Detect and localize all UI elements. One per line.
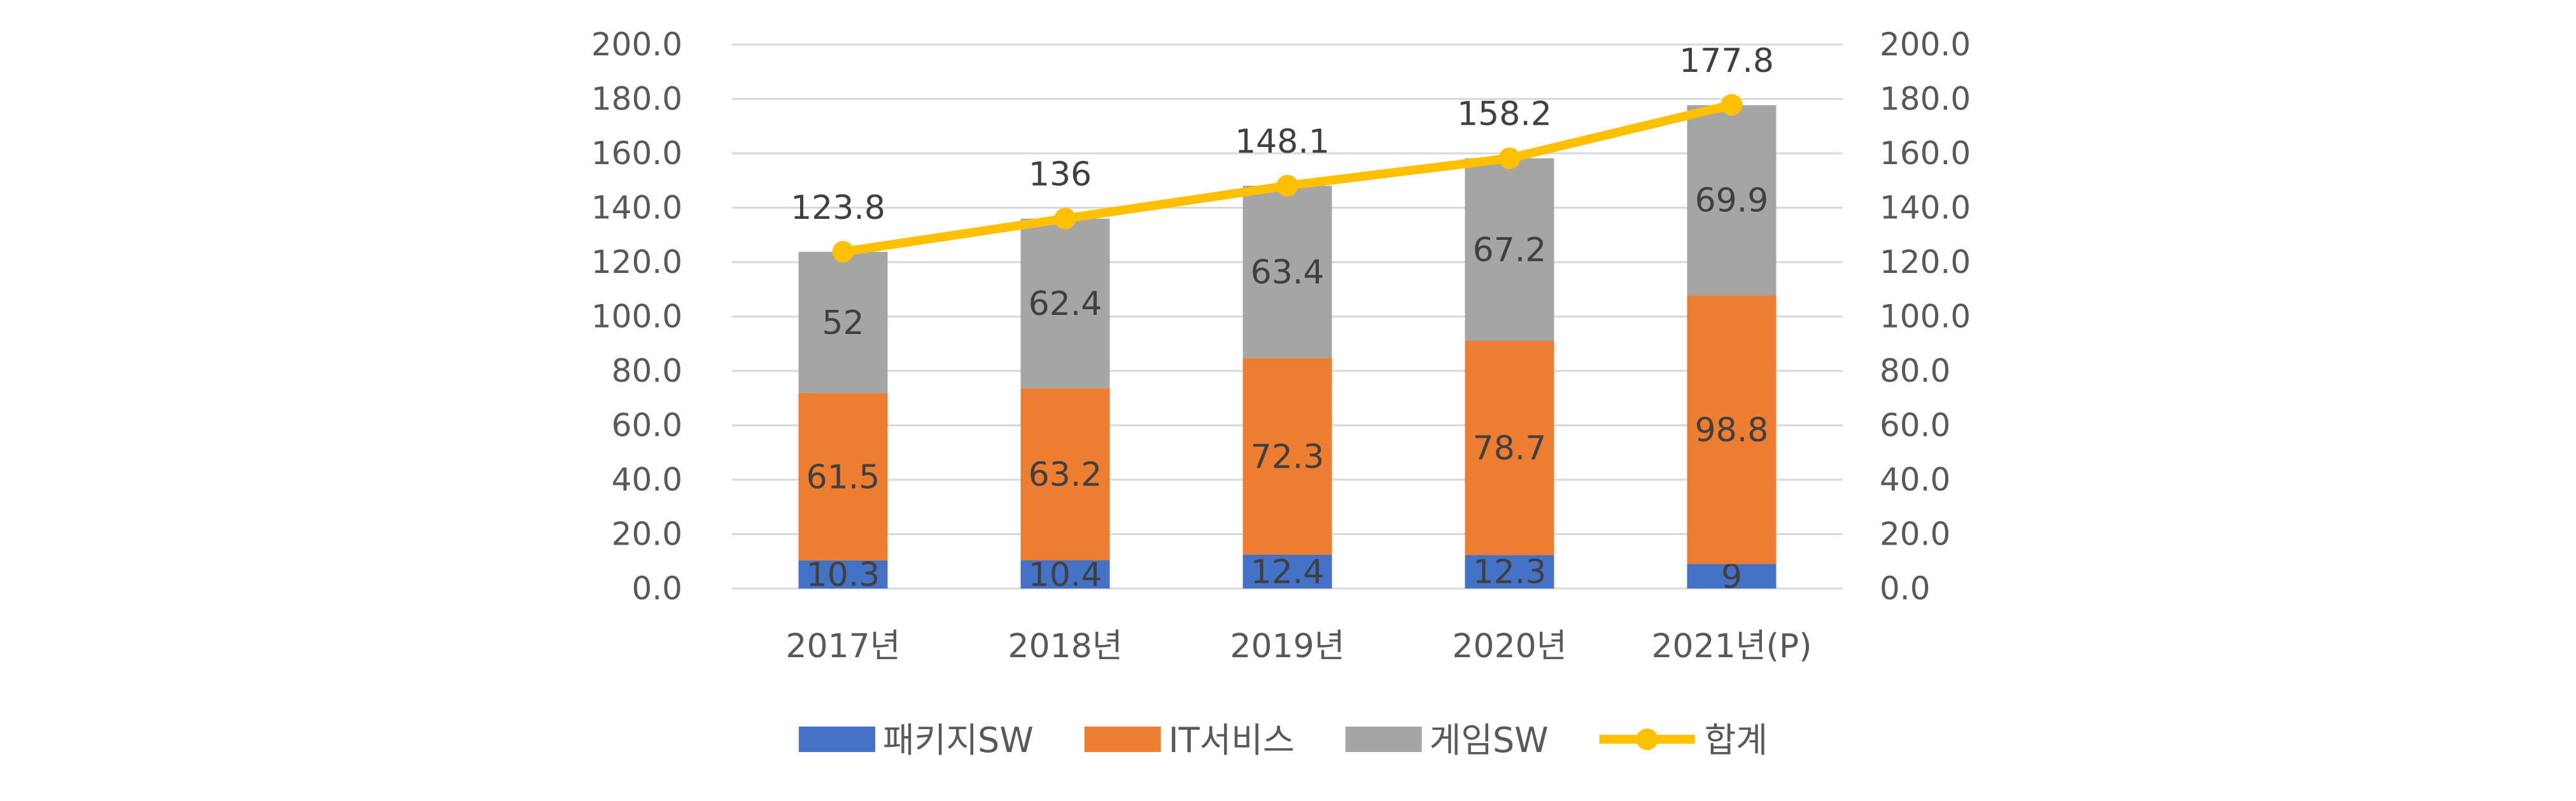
secondary-y-tick-label: 0.0 — [1880, 570, 1931, 607]
y-tick-label: 80.0 — [612, 352, 682, 389]
secondary-y-tick-label: 120.0 — [1880, 244, 1971, 281]
total-data-label: 158.2 — [1457, 95, 1552, 134]
secondary-y-tick-label: 40.0 — [1880, 461, 1950, 498]
x-tick-label: 2021년(P) — [1651, 627, 1812, 665]
bar-data-label: 72.3 — [1251, 438, 1325, 476]
x-tick-label: 2017년 — [785, 627, 900, 665]
legend-label: 합계 — [1705, 720, 1768, 760]
secondary-y-tick-label: 80.0 — [1880, 352, 1950, 389]
bar-segment — [1687, 295, 1777, 564]
line-point — [832, 240, 854, 263]
total-data-label: 123.8 — [791, 189, 885, 227]
bar-segment — [798, 560, 888, 589]
bar-segment — [1020, 388, 1110, 561]
legend-swatch — [1345, 727, 1422, 752]
secondary-y-tick-label: 60.0 — [1880, 407, 1950, 444]
bar-data-label: 10.3 — [806, 556, 880, 594]
y-tick-label: 20.0 — [612, 516, 682, 553]
bar-segment — [1687, 564, 1777, 589]
line-point — [1054, 207, 1076, 230]
bar-data-label: 12.3 — [1473, 554, 1547, 592]
y-tick-label: 100.0 — [591, 298, 682, 335]
line-point — [1276, 174, 1299, 197]
x-tick-label: 2019년 — [1230, 627, 1344, 665]
legend-marker — [1636, 728, 1658, 750]
line-series: 123.8 136 148.1 158.2 177.8 — [791, 42, 1774, 263]
legend-label: 패키지SW — [883, 720, 1034, 760]
bar-data-label: 12.4 — [1251, 553, 1325, 591]
secondary-y-tick-label: 200.0 — [1880, 26, 1971, 63]
x-tick-label: 2020년 — [1452, 627, 1566, 665]
secondary-y-tick-label: 140.0 — [1880, 190, 1971, 226]
bar-segment — [1687, 105, 1777, 296]
y-tick-label: 160.0 — [591, 135, 682, 172]
bar-data-label: 62.4 — [1029, 285, 1102, 323]
y-tick-label: 140.0 — [591, 190, 682, 226]
y-axis-right: 0.0 20.0 40.0 60.0 80.0 100.0 120.0 140.0 160.0 1… — [1880, 26, 1971, 607]
line-point — [1721, 94, 1743, 116]
bar-segment — [798, 251, 888, 394]
bar-data-label: 98.8 — [1695, 411, 1769, 449]
bar-segment — [1020, 218, 1110, 389]
y-tick-label: 200.0 — [591, 26, 682, 63]
y-tick-label: 40.0 — [612, 461, 682, 498]
secondary-y-tick-label: 180.0 — [1880, 81, 1971, 118]
bar-segment — [1242, 358, 1332, 555]
secondary-y-tick-label: 100.0 — [1880, 298, 1971, 335]
secondary-y-tick-label: 160.0 — [1880, 135, 1971, 172]
bar-data-label: 69.9 — [1695, 182, 1769, 220]
y-tick-label: 60.0 — [612, 407, 682, 444]
bar-segment — [798, 393, 888, 561]
y-tick-label: 120.0 — [591, 244, 682, 281]
bar-data-label: 67.2 — [1473, 231, 1547, 269]
legend-swatch — [1084, 727, 1161, 752]
legend-label: IT서비스 — [1169, 720, 1295, 760]
bar-data-label: 63.4 — [1251, 253, 1325, 291]
x-tick-label: 2018년 — [1008, 627, 1122, 665]
line-point — [1498, 147, 1521, 169]
bar-segment — [1465, 555, 1554, 589]
bar-segment — [1465, 158, 1554, 341]
bar-segment — [1242, 554, 1332, 589]
total-data-label: 177.8 — [1679, 42, 1774, 80]
bar-data-label: 78.7 — [1473, 429, 1547, 468]
secondary-y-tick-label: 20.0 — [1880, 516, 1950, 553]
bar-segment — [1020, 560, 1110, 589]
y-tick-label: 180.0 — [591, 81, 682, 118]
bar-segment — [1465, 340, 1554, 555]
bar-data-label: 61.5 — [806, 459, 880, 497]
bar-data-label: 10.4 — [1029, 556, 1102, 594]
y-tick-label: 0.0 — [631, 570, 682, 607]
bar-segment — [1242, 185, 1332, 358]
bar-data-label: 63.2 — [1029, 456, 1102, 494]
legend: 패키지SW IT서비스 게임SW 합계 — [799, 720, 1768, 760]
y-axis-left: 0.0 20.0 40.0 60.0 80.0 100.0 120.0 140.0 160.0 1… — [591, 26, 682, 607]
legend-swatch — [799, 727, 875, 752]
total-data-label: 148.1 — [1235, 123, 1330, 161]
x-axis: 2017년 2018년 2019년 2020년 2021년(P) — [785, 627, 1812, 665]
bar-series: 10.3 61.5 52 10.4 63.2 62.4 12.4 72.3 63.4 12.3 78… — [798, 105, 1777, 596]
bar-data-label: 52 — [822, 304, 864, 342]
bar-data-label: 9 — [1721, 558, 1742, 596]
total-data-label: 136 — [1029, 156, 1092, 194]
legend-label: 게임SW — [1430, 720, 1549, 760]
